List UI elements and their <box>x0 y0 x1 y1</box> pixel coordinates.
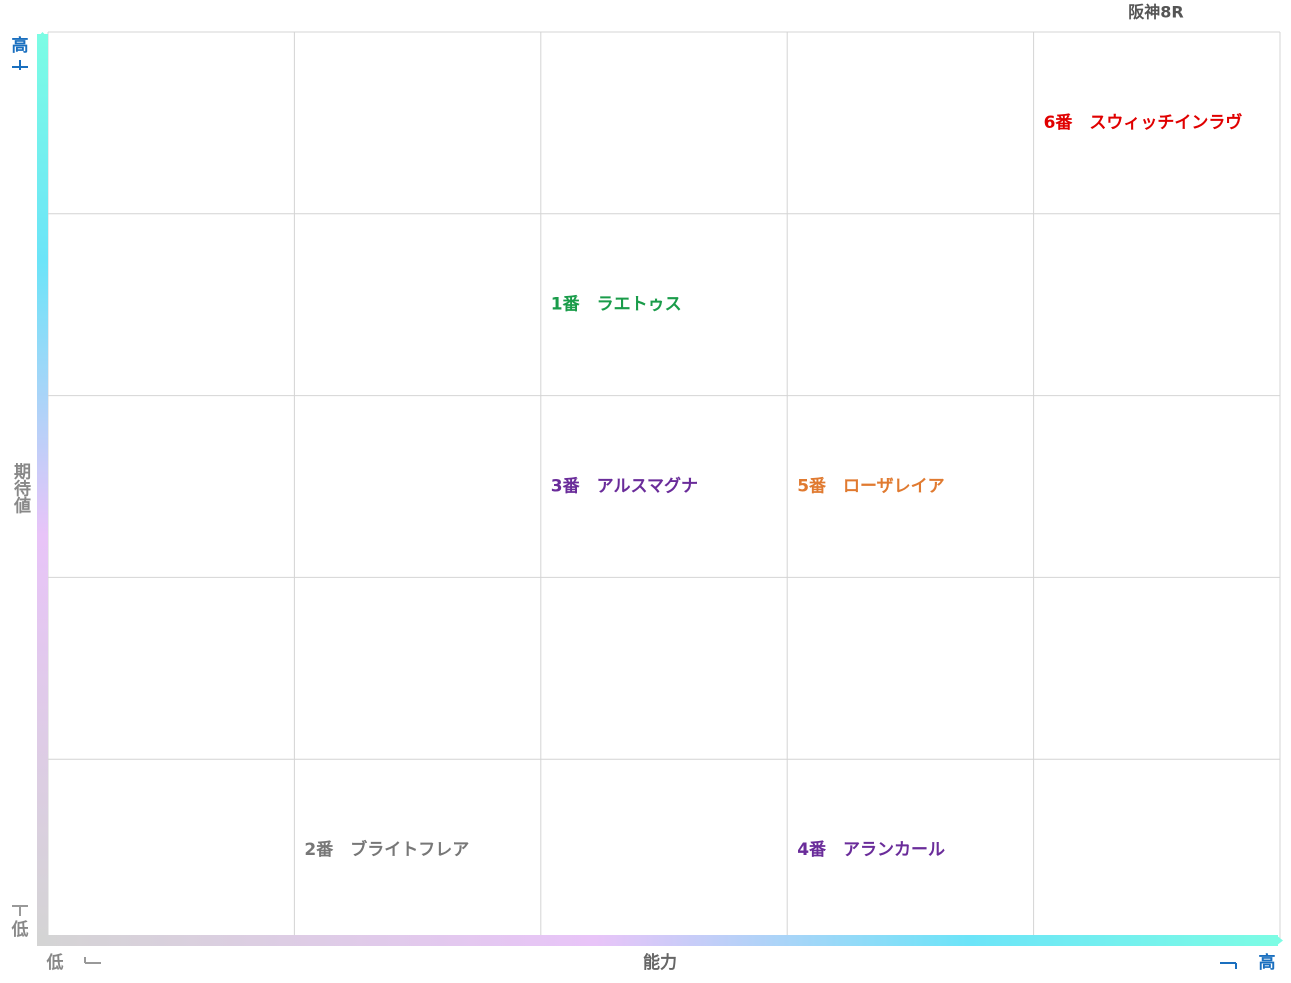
y-axis-bar <box>37 34 48 944</box>
x-low: 低 <box>46 952 64 973</box>
x-axis-tip <box>1276 935 1283 946</box>
entry-label: 2番 ブライトフレア <box>304 839 469 860</box>
y-high: 高 <box>12 35 29 56</box>
y-low: 低 <box>11 919 29 940</box>
x-label: 能力 <box>643 952 677 973</box>
y-low-arrow <box>12 905 28 916</box>
y-axis-tip <box>37 32 48 38</box>
entry-label: 5番 ローザレイア <box>797 477 945 497</box>
entry-label: 3番 アルスマグナ <box>551 476 698 497</box>
entry-label: 6番 スウィッチインラヴ <box>1044 112 1243 133</box>
x-high: 高 <box>1259 952 1276 973</box>
y-high-arrow <box>12 60 28 70</box>
entry-label: 1番 ラエトゥス <box>551 295 682 315</box>
x-axis-bar <box>37 935 1278 946</box>
entry-label: 4番 アランカール <box>797 840 945 860</box>
y-label: 期待値 <box>10 462 32 514</box>
x-low-arrow <box>84 957 101 964</box>
x-high-arrow <box>1220 962 1237 969</box>
title: 阪神8R <box>1128 3 1183 22</box>
